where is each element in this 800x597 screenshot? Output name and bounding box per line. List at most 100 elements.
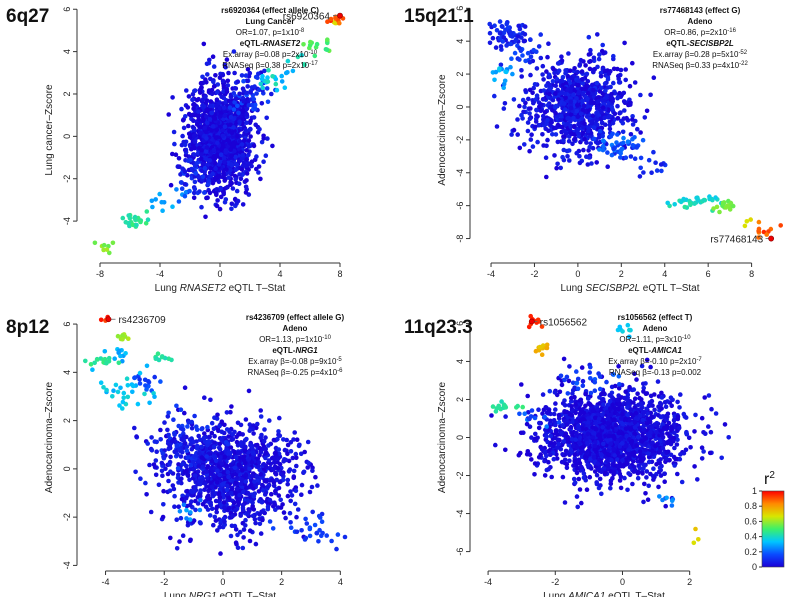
data-point [222, 178, 227, 183]
data-point [120, 336, 125, 342]
y-tick-label: -8 [455, 235, 465, 243]
data-point [646, 483, 651, 489]
data-point [258, 408, 264, 413]
data-point [228, 122, 233, 128]
data-point [230, 186, 236, 191]
data-point [630, 117, 635, 122]
data-point [197, 520, 203, 525]
data-point [170, 483, 176, 488]
data-point [554, 165, 559, 171]
data-point [196, 433, 201, 439]
data-point [197, 507, 203, 513]
data-point [581, 103, 587, 109]
data-point [236, 500, 241, 505]
data-point [261, 159, 266, 164]
data-point [585, 96, 590, 102]
data-point [601, 143, 606, 149]
data-point [569, 84, 575, 89]
data-point [183, 190, 189, 195]
x-tick-label: -4 [156, 269, 164, 279]
data-point [182, 441, 188, 446]
data-point [265, 484, 271, 490]
x-axis-label: Lung NRG1 eQTL T–Stat [164, 591, 277, 597]
data-point [191, 102, 196, 107]
data-point [198, 497, 203, 503]
data-point [487, 40, 493, 46]
data-point [266, 443, 271, 448]
data-point [203, 149, 209, 154]
data-point [173, 152, 179, 157]
data-point [594, 160, 599, 165]
data-point [273, 507, 278, 512]
odds-ratio-text: OR=1.07, p=1x10-8 [236, 28, 305, 37]
data-point [237, 119, 242, 124]
y-tick-label: -4 [62, 561, 72, 569]
data-point [246, 99, 251, 104]
data-point [662, 400, 668, 405]
data-point [579, 69, 585, 74]
data-point [602, 81, 608, 86]
data-point [563, 448, 569, 454]
x-tick-label: 8 [337, 269, 342, 279]
data-point [225, 83, 231, 88]
data-point [677, 456, 683, 462]
data-point [246, 138, 252, 143]
scatter-points [92, 14, 346, 256]
data-point [254, 91, 259, 96]
data-point [550, 132, 555, 137]
data-point [148, 509, 154, 515]
data-point [226, 455, 231, 461]
data-point [522, 32, 528, 37]
data-point [181, 125, 187, 131]
data-point [645, 497, 651, 503]
data-point [621, 116, 627, 121]
rnaseq-stat-text: RNASeq β=0.38 p=2x10-17 [222, 61, 318, 70]
data-point [166, 478, 171, 484]
data-point [282, 85, 288, 90]
data-point [511, 97, 517, 102]
data-point [199, 85, 204, 90]
data-point [527, 148, 532, 154]
data-point [493, 45, 499, 50]
data-point [210, 124, 216, 129]
x-tick-label: -4 [487, 269, 495, 279]
data-point [238, 176, 244, 182]
region-label: 6q27 [6, 6, 49, 27]
data-point [493, 69, 499, 75]
data-point [669, 403, 674, 409]
data-point [597, 128, 603, 134]
data-point [589, 161, 594, 166]
data-point [211, 79, 216, 85]
data-point [244, 178, 249, 183]
data-point [607, 126, 613, 132]
data-point [123, 219, 129, 225]
data-point [219, 450, 225, 456]
data-point [675, 399, 680, 405]
data-point [595, 64, 600, 70]
data-point [272, 451, 278, 456]
data-point [170, 95, 175, 100]
data-point [169, 439, 175, 444]
data-point [233, 540, 239, 545]
data-point [191, 195, 197, 201]
data-point [267, 418, 272, 423]
data-point [252, 102, 258, 108]
data-point [599, 85, 604, 91]
data-point [621, 140, 626, 146]
x-axis-label: Lung SECISBP2L eQTL T–Stat [561, 283, 700, 294]
data-point [271, 483, 277, 489]
data-point [178, 407, 184, 413]
data-point [293, 488, 299, 494]
data-point [275, 465, 281, 471]
data-point [256, 489, 262, 494]
data-point [533, 97, 538, 102]
data-point [635, 391, 640, 397]
data-point [220, 72, 226, 78]
data-point [630, 143, 636, 148]
data-point [560, 452, 565, 457]
y-axis-label: Adenocarcinoma–Zscore [437, 74, 448, 186]
data-point [520, 97, 526, 103]
data-point [545, 117, 550, 123]
data-point [273, 81, 279, 87]
data-point [251, 431, 256, 436]
